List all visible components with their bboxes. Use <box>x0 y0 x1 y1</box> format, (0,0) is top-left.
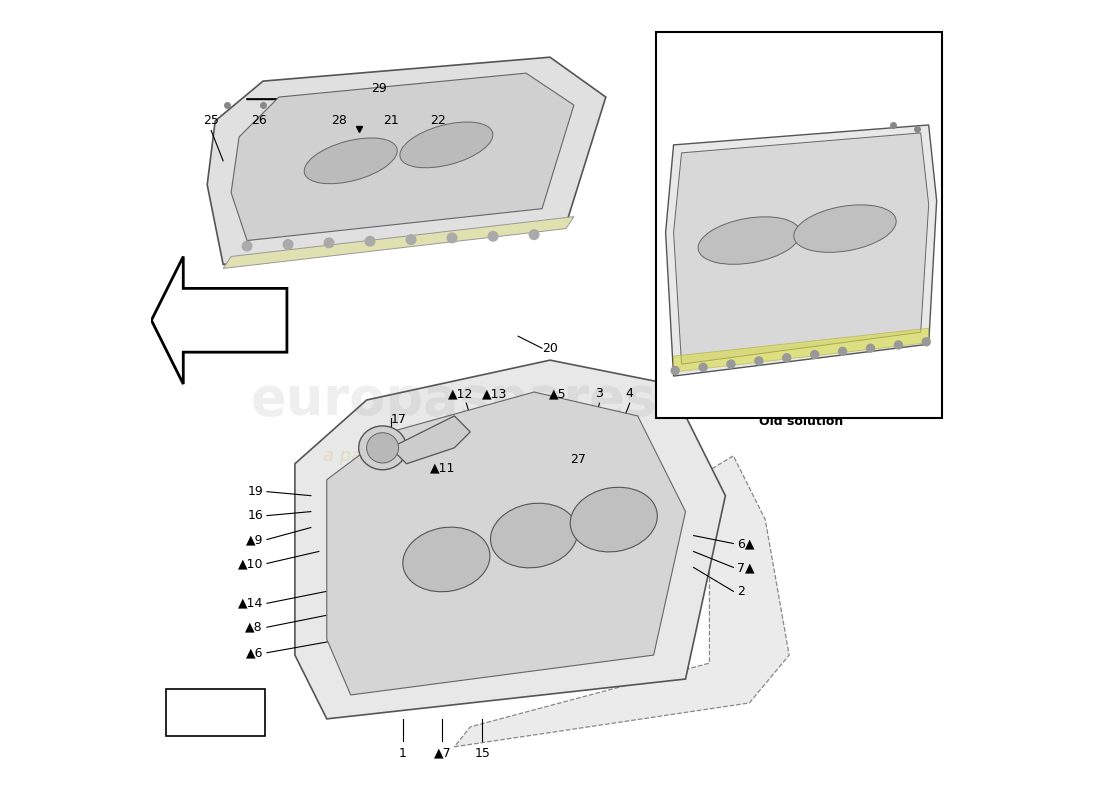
Text: ▲8: ▲8 <box>245 621 263 634</box>
Text: europaspares: europaspares <box>251 374 658 426</box>
Text: 26: 26 <box>805 72 821 85</box>
Text: 15: 15 <box>474 746 491 760</box>
Circle shape <box>242 242 252 251</box>
Text: 4: 4 <box>626 387 634 400</box>
Text: 2: 2 <box>737 585 745 598</box>
Circle shape <box>867 344 875 352</box>
Text: 20: 20 <box>542 342 558 354</box>
Circle shape <box>894 341 902 349</box>
Circle shape <box>811 350 818 358</box>
Text: 3: 3 <box>595 387 604 400</box>
Polygon shape <box>454 456 789 746</box>
Polygon shape <box>390 416 471 464</box>
Text: 19: 19 <box>248 485 263 498</box>
Text: ▲11: ▲11 <box>430 462 455 474</box>
Ellipse shape <box>570 487 658 552</box>
Ellipse shape <box>359 426 407 470</box>
Text: 29: 29 <box>371 82 386 95</box>
Ellipse shape <box>698 217 801 264</box>
Circle shape <box>324 238 333 248</box>
Text: ▲14: ▲14 <box>238 597 263 610</box>
Text: ▲6: ▲6 <box>245 646 263 659</box>
Polygon shape <box>207 57 606 265</box>
Text: ▲9: ▲9 <box>245 533 263 546</box>
Polygon shape <box>231 73 574 241</box>
Text: 1: 1 <box>398 746 407 760</box>
FancyBboxPatch shape <box>166 690 265 737</box>
Circle shape <box>448 233 456 242</box>
Circle shape <box>727 360 735 368</box>
Text: 25: 25 <box>204 114 219 127</box>
Text: 23: 23 <box>873 72 889 85</box>
Ellipse shape <box>403 527 490 592</box>
Polygon shape <box>295 360 725 719</box>
Circle shape <box>922 338 931 346</box>
Circle shape <box>838 347 847 355</box>
Circle shape <box>755 357 763 365</box>
Text: 16: 16 <box>248 509 263 522</box>
Text: ▲ = 1: ▲ = 1 <box>197 707 233 720</box>
Text: ▲7: ▲7 <box>433 746 451 760</box>
Text: 27: 27 <box>570 454 586 466</box>
Ellipse shape <box>794 205 896 252</box>
Text: 7▲: 7▲ <box>737 561 755 574</box>
Text: Soluzione superata
Old solution: Soluzione superata Old solution <box>734 400 869 428</box>
Ellipse shape <box>491 503 578 568</box>
Polygon shape <box>223 217 574 269</box>
Ellipse shape <box>400 122 493 168</box>
Text: a passion for cars since 1989: a passion for cars since 1989 <box>322 447 586 465</box>
Text: ▲13: ▲13 <box>482 387 507 400</box>
Text: 28: 28 <box>331 114 346 127</box>
Circle shape <box>700 363 707 371</box>
Text: ▲12: ▲12 <box>448 387 473 400</box>
Text: 17: 17 <box>390 414 406 426</box>
Polygon shape <box>673 133 928 364</box>
Text: 24: 24 <box>842 72 857 85</box>
Ellipse shape <box>305 138 397 184</box>
Circle shape <box>671 366 679 374</box>
Text: ▲5: ▲5 <box>549 387 566 400</box>
Circle shape <box>783 354 791 362</box>
Circle shape <box>284 240 293 250</box>
Circle shape <box>365 237 375 246</box>
Text: 25: 25 <box>772 72 788 85</box>
Text: 21: 21 <box>383 114 398 127</box>
Text: 6▲: 6▲ <box>737 537 755 550</box>
Ellipse shape <box>366 433 398 463</box>
Text: ▲10: ▲10 <box>238 557 263 570</box>
Text: 22: 22 <box>697 72 713 85</box>
Circle shape <box>406 234 416 244</box>
Text: 18: 18 <box>407 442 422 454</box>
Text: 26: 26 <box>251 114 267 127</box>
Text: europaspares: europaspares <box>712 254 883 274</box>
FancyBboxPatch shape <box>656 32 943 418</box>
Polygon shape <box>673 328 928 372</box>
Polygon shape <box>666 125 937 376</box>
Polygon shape <box>327 392 685 695</box>
Circle shape <box>488 231 498 241</box>
Text: 21: 21 <box>734 72 749 85</box>
Text: 22: 22 <box>430 114 447 127</box>
Circle shape <box>529 230 539 239</box>
Polygon shape <box>152 257 287 384</box>
